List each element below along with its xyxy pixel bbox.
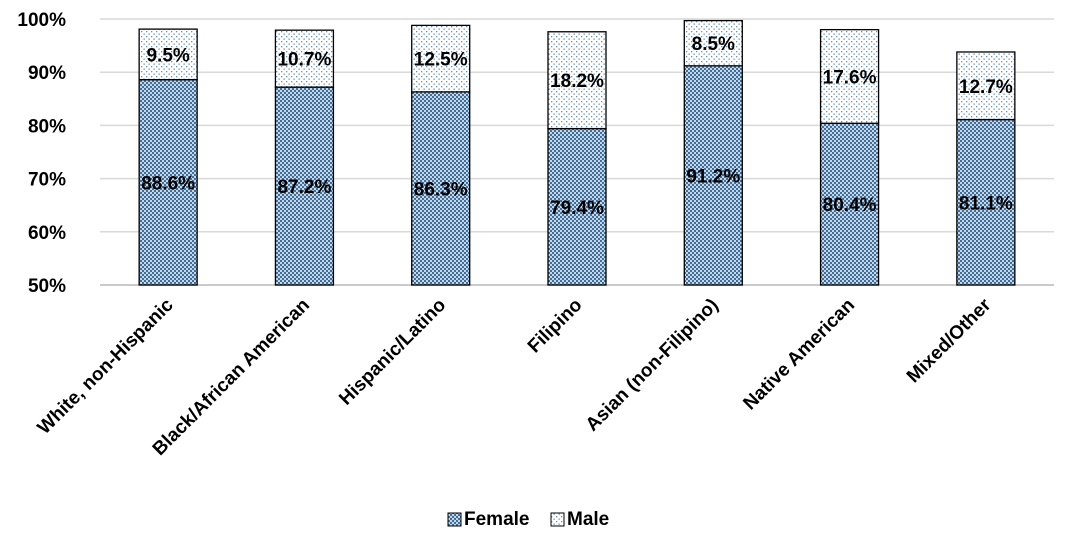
category-label: White, non-Hispanic (34, 294, 178, 438)
data-labels: 88.6% 9.5% 87.2% 10.7% 86.3% 12.5% 79.4% 18.2% 9… (141, 34, 1013, 219)
category-label: Filipino (524, 295, 587, 358)
bar-male (138, 28, 198, 81)
bar-female (547, 127, 607, 286)
bar-female (683, 65, 743, 286)
data-label-male: 18.2% (550, 71, 604, 92)
category-label: Asian (non-Filipino) (582, 295, 723, 436)
data-label-female: 88.6% (141, 173, 195, 194)
category-label: Mixed/Other (903, 294, 996, 387)
data-label-male: 12.5% (414, 50, 468, 71)
data-label-male: 17.6% (823, 67, 877, 88)
y-tick-label: 100% (17, 10, 66, 31)
bar-male (819, 28, 880, 124)
data-label-male: 12.7% (959, 77, 1013, 98)
bars (138, 19, 1016, 286)
y-tick-label: 90% (28, 63, 66, 84)
data-label-female: 79.4% (550, 198, 604, 219)
data-label-male: 10.7% (277, 50, 331, 71)
bar-female (274, 86, 335, 286)
bar-male (683, 19, 743, 67)
bar-male (547, 31, 607, 130)
legend: Female Male (447, 509, 609, 530)
bar-male (411, 24, 471, 93)
legend-swatch-male (550, 512, 565, 527)
category-label: Hispanic/Latino (335, 295, 450, 410)
legend-label-female: Female (464, 509, 529, 530)
bar-male (274, 29, 335, 88)
bar-female (138, 78, 198, 286)
data-label-male: 9.5% (146, 45, 189, 66)
data-label-female: 91.2% (686, 166, 740, 187)
data-label-male: 8.5% (692, 34, 735, 55)
legend-swatch-female (447, 512, 462, 527)
category-label: Black/African American (149, 295, 314, 460)
legend-label-male: Male (567, 509, 609, 530)
data-label-female: 87.2% (277, 177, 331, 198)
bar-female (819, 122, 880, 286)
bar-male (956, 51, 1016, 121)
y-tick-label: 80% (28, 116, 66, 137)
bar-female (956, 118, 1016, 286)
y-tick-label: 70% (28, 170, 66, 191)
data-label-female: 80.4% (823, 195, 877, 216)
data-label-female: 86.3% (414, 179, 468, 200)
bar-female (411, 91, 471, 286)
category-label: Native American (739, 295, 859, 415)
y-axis-ticks: 50% 60% 70% 80% 90% 100% (17, 10, 66, 297)
y-tick-label: 60% (28, 223, 66, 244)
y-tick-label: 50% (28, 276, 66, 297)
data-label-female: 81.1% (959, 193, 1013, 214)
